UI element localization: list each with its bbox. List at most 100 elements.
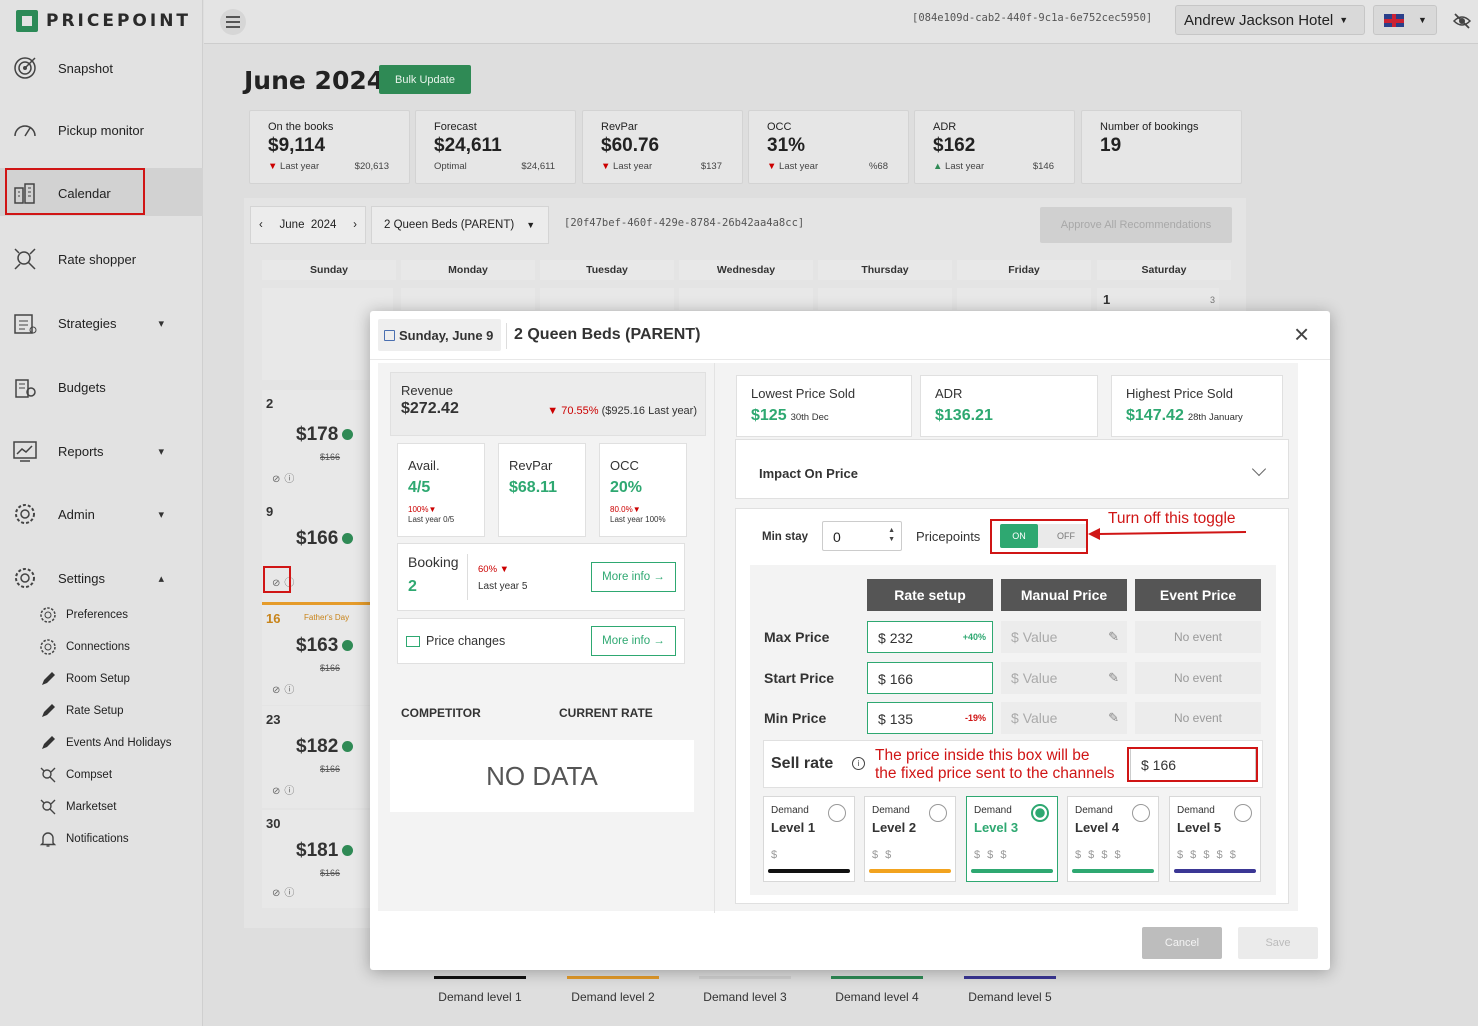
- start-price-input[interactable]: $ 166: [867, 662, 993, 694]
- cell-price: $181: [296, 840, 339, 861]
- hide-eye-icon[interactable]: [1452, 11, 1472, 31]
- demand-level-3-card[interactable]: Demand Level 3 $ $ $: [966, 796, 1058, 882]
- toggle-off[interactable]: OFF: [1057, 531, 1075, 541]
- demand-level-2-card[interactable]: Demand Level 2 $ $: [864, 796, 956, 882]
- demand-level: Level 2: [872, 820, 917, 835]
- hotel-select[interactable]: Andrew Jackson Hotel ▼: [1175, 5, 1365, 35]
- sidebar-sub-events-holidays[interactable]: Events And Holidays: [38, 732, 171, 754]
- impact-on-price-accordion[interactable]: Impact On Price: [735, 439, 1289, 499]
- cell-action-icons[interactable]: ⊘ⓘ: [272, 685, 299, 696]
- revenue-last-year: ($925.16 Last year): [601, 405, 697, 417]
- sidebar-sub-connections[interactable]: Connections: [38, 636, 130, 658]
- demand-level-4-card[interactable]: Demand Level 4 $ $ $ $: [1067, 796, 1159, 882]
- calendar-cell-empty: [401, 288, 535, 310]
- manual-max-price-input[interactable]: $ Value ✎: [1001, 621, 1127, 653]
- sidebar-item-admin[interactable]: Admin ▾: [10, 494, 190, 534]
- rate-shopper-icon: [10, 244, 40, 274]
- day-header-wednesday: Wednesday: [679, 260, 813, 280]
- min-stay-stepper[interactable]: 0 ▲ ▼: [822, 521, 902, 551]
- sidebar-item-strategies[interactable]: Strategies ▾: [10, 303, 190, 343]
- manual-start-price-input[interactable]: $ Value ✎: [1001, 662, 1127, 694]
- sidebar-sub-room-setup[interactable]: Room Setup: [38, 668, 130, 690]
- radio-selected-icon[interactable]: [1031, 804, 1049, 822]
- cell-action-icons[interactable]: ⊘ⓘ: [272, 786, 299, 797]
- stepper-arrows-icon[interactable]: ▲ ▼: [888, 527, 895, 543]
- toggle-on[interactable]: ON: [1000, 524, 1038, 548]
- sidebar-item-reports[interactable]: Reports ▾: [10, 431, 190, 471]
- sidebar-sub-marketset[interactable]: Marketset: [38, 796, 117, 818]
- max-price-input[interactable]: $ 232 +40%: [867, 621, 993, 653]
- value-placeholder: Value: [1022, 629, 1058, 645]
- column-rate-setup: Rate setup: [867, 579, 993, 611]
- revenue-value: $272.42: [401, 400, 459, 417]
- kpi-label: Number of bookings: [1100, 121, 1199, 133]
- logo[interactable]: PRICEPOINT: [16, 10, 191, 32]
- trend-down-icon: ▼: [268, 161, 278, 172]
- demand-label: Demand: [1075, 805, 1113, 816]
- sidebar-item-budgets[interactable]: Budgets: [10, 367, 190, 407]
- min-price-input[interactable]: $ 135 -19%: [867, 702, 993, 734]
- radio-unselected-icon[interactable]: [828, 804, 846, 822]
- price-changes-card: Price changes More info →: [397, 618, 685, 664]
- cell-action-icons[interactable]: ⊘ⓘ: [272, 474, 299, 485]
- chevron-right-icon[interactable]: ›: [353, 219, 357, 231]
- avail-last-year: Last year 0/5: [408, 515, 455, 524]
- demand-color-bar: [1174, 869, 1256, 873]
- legend-demand-level-1: Demand level 1: [434, 976, 526, 1004]
- pencil-icon[interactable]: ✎: [1108, 670, 1119, 685]
- language-select[interactable]: ▼: [1373, 5, 1437, 35]
- chevron-left-icon[interactable]: ‹: [259, 219, 263, 231]
- sidebar-item-calendar[interactable]: Calendar: [10, 173, 190, 213]
- info-icon[interactable]: i: [852, 757, 865, 770]
- legend-demand-level-3: Demand level 3: [699, 976, 791, 1004]
- price-changes-label: Price changes: [426, 634, 506, 648]
- sidebar-sub-label: Preferences: [66, 609, 129, 621]
- cancel-button[interactable]: Cancel: [1142, 927, 1222, 959]
- pencil-icon[interactable]: ✎: [1108, 710, 1119, 725]
- sidebar-item-settings[interactable]: Settings ▴: [10, 558, 190, 598]
- sidebar-item-snapshot[interactable]: Snapshot: [10, 48, 190, 88]
- bulk-update-button[interactable]: Bulk Update: [379, 65, 471, 94]
- row-label-min-price: Min Price: [764, 710, 827, 726]
- impact-label: Impact On Price: [759, 466, 858, 481]
- kpi-sub-value: %68: [868, 161, 888, 172]
- radio-unselected-icon[interactable]: [929, 804, 947, 822]
- manual-min-price-input[interactable]: $ Value ✎: [1001, 702, 1127, 734]
- calendar-cell-empty: [679, 288, 813, 310]
- hamburger-menu-icon[interactable]: [220, 9, 246, 35]
- modal-header-divider: [370, 359, 1330, 360]
- sidebar-sub-label: Rate Setup: [66, 705, 124, 717]
- competitor-header: COMPETITOR CURRENT RATE: [390, 686, 715, 740]
- close-icon[interactable]: ×: [1294, 319, 1310, 349]
- avail-label: Avail.: [408, 458, 440, 473]
- room-select[interactable]: 2 Queen Beds (PARENT) ▼: [371, 206, 549, 244]
- booking-pct: 60%: [478, 564, 498, 575]
- day-header-monday: Monday: [401, 260, 535, 280]
- price-tag-icon: [406, 635, 420, 647]
- cell-action-icons[interactable]: ⊘ⓘ: [272, 888, 299, 899]
- currency-symbol: $: [878, 711, 886, 727]
- booking-more-info-button[interactable]: More info →: [591, 562, 676, 592]
- trend-down-icon: ▼: [547, 405, 559, 417]
- save-button[interactable]: Save: [1238, 927, 1318, 959]
- cell-action-icons[interactable]: ⊘ⓘ: [272, 578, 299, 589]
- sidebar-sub-preferences[interactable]: Preferences: [38, 604, 128, 626]
- sidebar-sub-compset[interactable]: Compset: [38, 764, 112, 786]
- pricepoints-toggle[interactable]: ON OFF: [1000, 524, 1088, 548]
- radio-unselected-icon[interactable]: [1234, 804, 1252, 822]
- sidebar-sub-notifications[interactable]: Notifications: [38, 828, 129, 850]
- sidebar-item-pickup-monitor[interactable]: Pickup monitor: [10, 110, 190, 150]
- stat-lowest-price-sold: Lowest Price Sold $125 30th Dec: [736, 375, 912, 437]
- trend-down-icon: ▼: [767, 161, 777, 172]
- demand-level-1-card[interactable]: Demand Level 1 $: [763, 796, 855, 882]
- radio-unselected-icon[interactable]: [1132, 804, 1150, 822]
- sidebar-item-rate-shopper[interactable]: Rate shopper: [10, 239, 190, 279]
- sell-rate-label: Sell rate: [771, 755, 834, 772]
- pencil-icon[interactable]: ✎: [1108, 629, 1119, 644]
- approve-all-button[interactable]: Approve All Recommendations: [1040, 207, 1232, 243]
- demand-level-5-card[interactable]: Demand Level 5 $ $ $ $ $: [1169, 796, 1261, 882]
- sidebar-sub-rate-setup[interactable]: Rate Setup: [38, 700, 124, 722]
- calendar-cell-saturday-1[interactable]: 1 3: [1097, 288, 1219, 310]
- price-changes-more-info-button[interactable]: More info →: [591, 626, 676, 656]
- cell-old-price: $166: [320, 764, 341, 774]
